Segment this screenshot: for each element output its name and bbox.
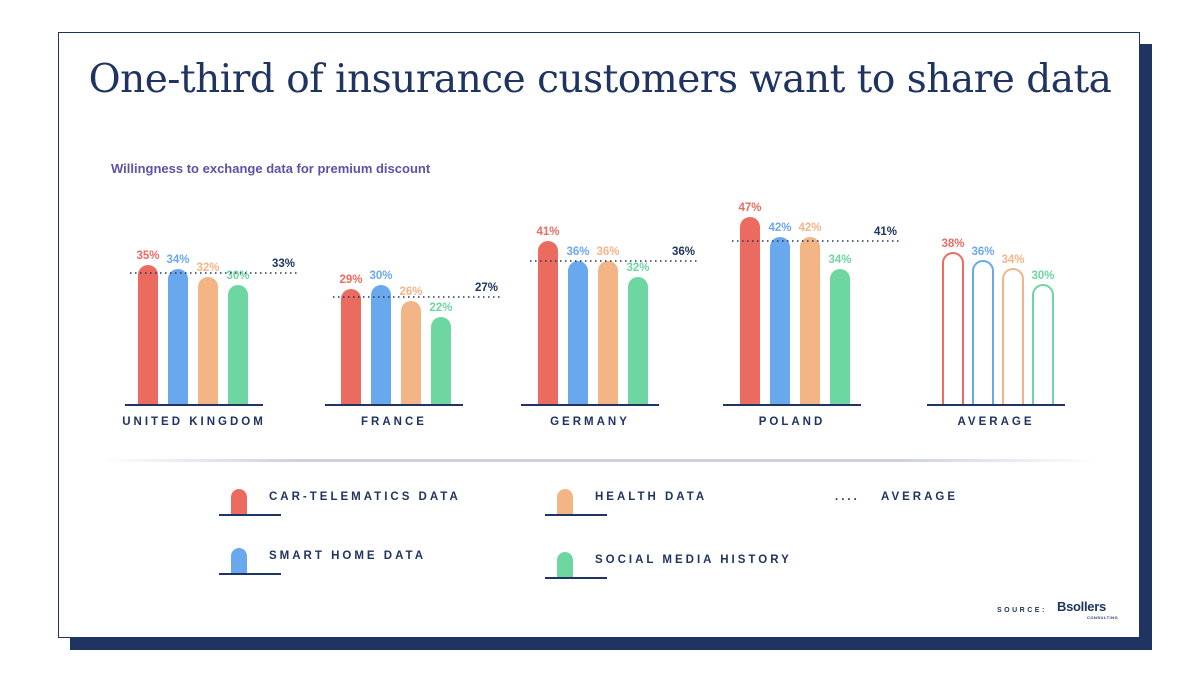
section-divider <box>99 459 1099 462</box>
bar-value-label: 35% <box>136 250 159 262</box>
bar-value-label: 30% <box>369 270 392 282</box>
bar-outline <box>1002 268 1024 405</box>
social-swatch-icon <box>545 552 607 579</box>
legend-label-average: AVERAGE <box>881 491 959 503</box>
bar <box>371 285 391 405</box>
category-label: FRANCE <box>361 416 427 428</box>
bar <box>341 289 361 405</box>
home-swatch-icon <box>219 548 281 575</box>
bar-value-label: 22% <box>429 302 452 314</box>
bar-value-label: 30% <box>1031 270 1054 282</box>
bar <box>538 241 558 405</box>
bar <box>740 217 760 405</box>
category-label: POLAND <box>759 416 826 428</box>
average-value-label: 27% <box>475 282 498 294</box>
chart-subtitle: Willingness to exchange data for premium… <box>111 161 431 176</box>
average-value-label: 36% <box>672 246 695 258</box>
bar <box>598 261 618 405</box>
legend-label-car: CAR-TELEMATICS DATA <box>269 491 461 503</box>
bar <box>138 265 158 405</box>
bar-value-label: 34% <box>166 254 189 266</box>
bar <box>830 269 850 405</box>
bar-outline <box>942 252 964 405</box>
bar-chart: 35% 34% 32% 30% 33% UNITED KINGDOM 29% 30% 26% 22… <box>122 202 1065 428</box>
page-title: One-third of insurance customers want to… <box>88 57 1112 102</box>
bar-value-label: 47% <box>738 202 761 214</box>
average-value-label: 33% <box>272 258 295 270</box>
category-label: AVERAGE <box>957 416 1034 428</box>
bar <box>401 301 421 405</box>
bar-value-label: 30% <box>226 270 249 282</box>
bar <box>800 237 820 405</box>
sollers-logo: Bsollers <box>1057 599 1106 614</box>
bar <box>628 277 648 405</box>
health-swatch-icon <box>545 489 607 516</box>
bar-value-label: 34% <box>1001 254 1024 266</box>
bar-value-label: 34% <box>828 254 851 266</box>
infographic-card: One-third of insurance customers want to… <box>58 32 1140 638</box>
bar <box>168 269 188 405</box>
legend-label-social: SOCIAL MEDIA HISTORY <box>595 554 792 566</box>
bar-value-label: 29% <box>339 274 362 286</box>
legend-label-home: SMART HOME DATA <box>269 550 427 562</box>
logo-subtitle: CONSULTING <box>1087 615 1119 620</box>
bar-value-label: 32% <box>626 262 649 274</box>
bar-value-label: 42% <box>768 222 791 234</box>
average-value-label: 41% <box>874 226 897 238</box>
bar-outline <box>1032 284 1054 405</box>
bar-value-label: 36% <box>971 246 994 258</box>
source-label: SOURCE: <box>997 607 1047 614</box>
bar-value-label: 26% <box>399 286 422 298</box>
legend-label-health: HEALTH DATA <box>595 491 708 503</box>
bar <box>568 261 588 405</box>
logo-text: sollers <box>1066 599 1106 614</box>
bar <box>198 277 218 405</box>
category-label: GERMANY <box>550 416 630 428</box>
car-swatch-icon <box>219 489 281 516</box>
bar-value-label: 36% <box>596 246 619 258</box>
average-dots-icon: .... <box>835 491 860 503</box>
bar-outline <box>972 260 994 405</box>
bar-value-label: 41% <box>536 226 559 238</box>
bar-value-label: 36% <box>566 246 589 258</box>
bar <box>228 285 248 405</box>
bar <box>770 237 790 405</box>
bar <box>431 317 451 405</box>
bar-value-label: 38% <box>941 238 964 250</box>
bar-value-label: 32% <box>196 262 219 274</box>
category-label: UNITED KINGDOM <box>122 416 266 428</box>
bar-value-label: 42% <box>798 222 821 234</box>
